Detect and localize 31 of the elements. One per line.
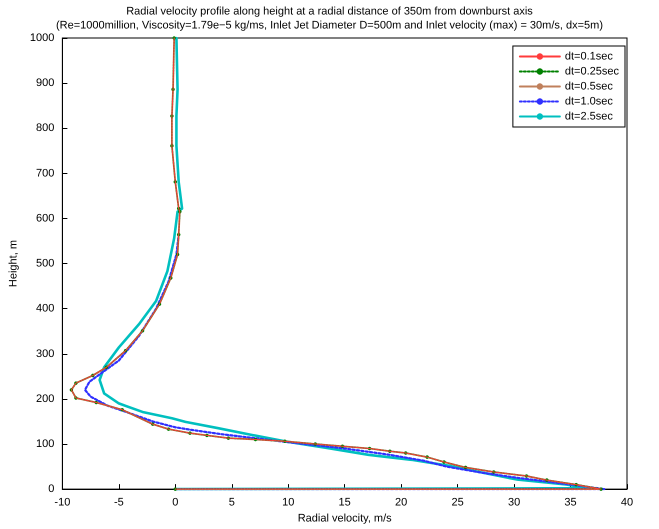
- legend-label: dt=2.5sec: [564, 110, 614, 122]
- x-tick-label: 35: [564, 496, 577, 509]
- y-tick-label: 0: [48, 483, 54, 496]
- y-tick-label: 400: [36, 302, 54, 315]
- y-tick-label: 200: [36, 392, 54, 405]
- x-tick-label: 30: [508, 496, 520, 509]
- x-tick-label: 10: [282, 496, 294, 509]
- y-tick-label: 1000: [30, 32, 54, 44]
- y-tick-label: 800: [36, 122, 54, 134]
- y-tick-label: 700: [36, 167, 54, 180]
- chart-title: Radial velocity profile along height at a radial distance of 350m from downburst axis: [126, 6, 534, 18]
- legend-label: dt=0.5sec: [564, 80, 614, 92]
- y-tick-label: 900: [36, 77, 54, 90]
- y-tick-label: 100: [36, 438, 54, 450]
- legend-label: dt=1.0sec: [564, 96, 614, 108]
- y-tick-label: 500: [36, 258, 54, 270]
- x-tick-label: 40: [620, 496, 634, 509]
- x-tick-label: 20: [395, 496, 408, 509]
- x-tick-label: 15: [338, 496, 351, 509]
- x-tick-label: -10: [54, 496, 70, 509]
- y-axis-title: Height, m: [8, 240, 20, 288]
- x-tick-label: -5: [114, 496, 124, 509]
- x-tick-label: 0: [172, 496, 178, 509]
- x-tick-label: 5: [228, 496, 235, 509]
- chart-subtitle: (Re=1000million, Viscosity=1.79e−5 kg/ms, Inlet Jet Diameter D=500m and Inlet velocity (max) = 30m/s, dx=5m): [56, 20, 603, 32]
- y-tick-label: 300: [36, 348, 54, 360]
- y-tick-label: 600: [36, 212, 54, 224]
- x-axis-title: Radial velocity, m/s: [298, 512, 392, 524]
- legend-label: dt=0.1sec: [564, 50, 614, 62]
- x-tick-label: 25: [451, 496, 464, 509]
- legend-label: dt=0.25sec: [564, 66, 620, 78]
